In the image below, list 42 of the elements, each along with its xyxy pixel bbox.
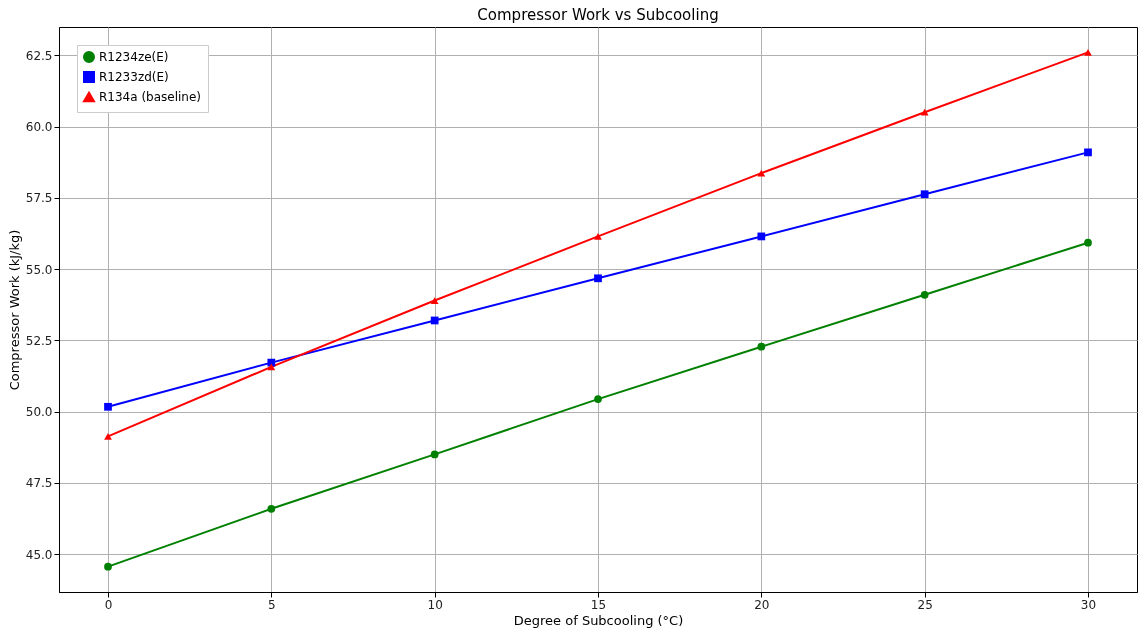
x-tick-label: 30 — [1080, 597, 1097, 612]
point — [430, 316, 439, 325]
y-tick-label: 60.0 — [25, 120, 53, 135]
point — [267, 358, 276, 367]
legend-label: R1234ze(E) — [99, 50, 169, 64]
y-tick-label: 62.5 — [25, 48, 53, 63]
y-tick-label: 47.5 — [25, 476, 53, 491]
chart-title: Compressor Work vs Subcooling — [477, 6, 719, 24]
y-tick-label: 57.5 — [25, 191, 53, 206]
x-tick-label: 25 — [917, 597, 933, 612]
x-tick-label: 0 — [104, 597, 113, 612]
x-tick-label: 5 — [268, 597, 276, 612]
point — [920, 290, 929, 299]
point — [757, 169, 766, 177]
point — [594, 395, 602, 403]
y-tick-label: 52.5 — [25, 333, 53, 348]
point — [594, 233, 602, 240]
point — [757, 232, 766, 241]
point — [267, 363, 276, 371]
point — [430, 450, 439, 459]
y-tick-label: 45.0 — [25, 547, 53, 562]
y-tick-label: 55.0 — [25, 262, 53, 277]
x-tick-label: 10 — [427, 597, 443, 612]
point — [267, 504, 276, 513]
point — [920, 108, 929, 116]
legend-label: R134a (baseline) — [99, 90, 202, 104]
point — [594, 274, 602, 283]
point — [1084, 49, 1092, 56]
point — [1084, 238, 1092, 247]
point — [1084, 148, 1092, 157]
y-tick-label: 50.0 — [25, 405, 53, 420]
y-axis-title: Compressor Work (kJ/kg) — [6, 229, 22, 391]
point — [104, 433, 112, 440]
point — [104, 402, 112, 411]
point — [104, 562, 112, 571]
x-tick-label: 20 — [754, 597, 770, 612]
point — [757, 342, 766, 351]
legend-label: R1233zd(E) — [99, 70, 169, 84]
x-tick-label: 15 — [590, 597, 607, 612]
point — [920, 190, 929, 199]
x-axis-title: Degree of Subcooling (°C) — [513, 612, 684, 628]
point — [430, 297, 439, 304]
